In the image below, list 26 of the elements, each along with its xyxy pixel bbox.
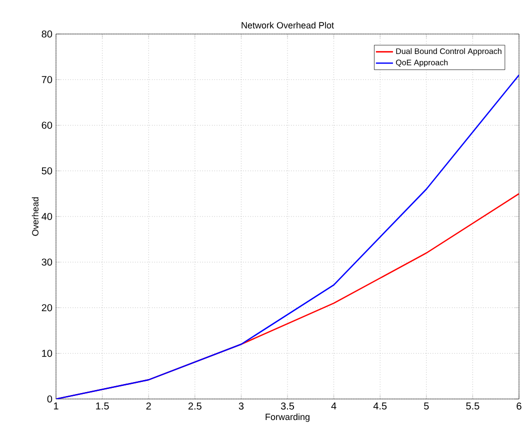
x-tick-label: 3.5 [280, 402, 294, 410]
x-tick-label: 5.5 [466, 402, 480, 410]
x-tick-label: 2 [146, 402, 151, 410]
y-tick-label: 0 [47, 395, 52, 403]
y-tick-label: 40 [42, 212, 52, 220]
x-tick-label: 5 [424, 402, 429, 410]
legend-label: QoE Approach [396, 59, 448, 67]
legend-label: Dual Bound Control Approach [396, 48, 502, 56]
x-tick-label: 1 [54, 402, 58, 410]
x-tick-label: 6 [516, 402, 522, 410]
x-tick-label: 1.5 [96, 402, 109, 410]
chart-title: Network Overhead Plot [242, 22, 334, 28]
x-tick-label: 4 [331, 402, 336, 410]
y-tick-label: 70 [42, 76, 52, 84]
x-tick-label: 3 [238, 402, 244, 410]
y-axis-title: Overhead [32, 197, 38, 236]
y-tick-label: 60 [42, 122, 52, 129]
x-axis-title: Forwarding [266, 413, 310, 422]
y-tick-label: 10 [42, 350, 52, 357]
y-tick-label: 50 [42, 167, 52, 174]
y-tick-label: 80 [42, 30, 52, 38]
y-tick-label: 30 [42, 258, 52, 266]
x-tick-label: 4.5 [373, 402, 387, 410]
line-series [56, 74, 519, 399]
y-tick-label: 20 [42, 304, 52, 312]
x-tick-label: 2.5 [188, 402, 202, 410]
